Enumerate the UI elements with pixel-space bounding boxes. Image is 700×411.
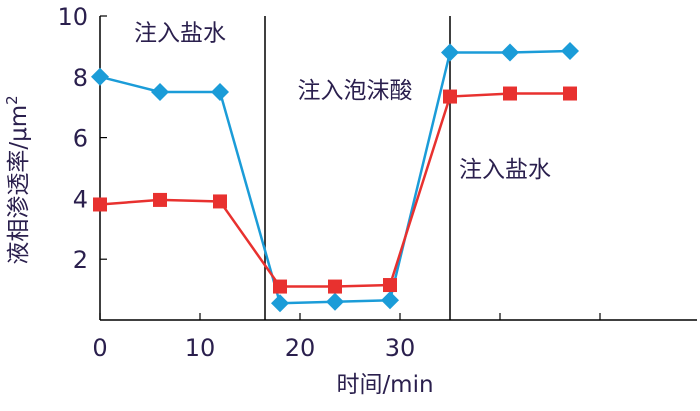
- diamond-marker: [326, 292, 344, 311]
- diamond-marker: [441, 43, 459, 62]
- series-layer: [91, 41, 579, 313]
- phase-annotation: 注入盐水: [134, 20, 226, 46]
- diamond-marker: [151, 83, 169, 101]
- square-marker: [563, 86, 577, 101]
- x-tick-label: 20: [285, 334, 316, 362]
- y-tick-label: 6: [73, 125, 88, 153]
- x-tick-label: 10: [185, 334, 216, 362]
- square-marker: [383, 278, 397, 293]
- diamond-marker: [91, 67, 109, 86]
- axes: [99, 16, 697, 321]
- square-marker: [328, 279, 342, 294]
- x-tick-label: 30: [385, 334, 416, 362]
- square-marker: [443, 89, 457, 104]
- phase-annotation: 注入泡沫酸: [298, 78, 413, 104]
- diamond-marker: [271, 294, 289, 313]
- y-axis-label-sup: 2: [3, 95, 21, 105]
- series-line: [99, 92, 570, 288]
- square-marker: [93, 197, 107, 212]
- square-marker: [213, 194, 227, 209]
- y-tick-label: 10: [57, 3, 88, 31]
- phase-annotation: 注入盐水: [459, 157, 551, 183]
- square-marker: [153, 192, 167, 207]
- y-tick-label: 8: [73, 64, 88, 92]
- y-tick-label: 4: [73, 185, 88, 213]
- diamond-marker: [561, 41, 579, 60]
- y-axis-label: 液相渗透率/μm2: [3, 95, 32, 264]
- phase-boundaries: [264, 16, 451, 320]
- square-marker: [503, 86, 517, 101]
- x-axis-label: 时间/min: [336, 372, 433, 398]
- diamond-marker: [381, 291, 399, 310]
- diamond-marker: [501, 43, 519, 62]
- tick-labels: 2 4 6 8 10 0 10 20 30: [57, 3, 415, 362]
- square-marker: [273, 279, 287, 294]
- y-tick-label: 2: [73, 246, 88, 274]
- x-tick-label: 0: [92, 334, 107, 362]
- diamond-marker: [211, 83, 229, 101]
- y-axis-label-main: 液相渗透率/μm: [6, 105, 32, 265]
